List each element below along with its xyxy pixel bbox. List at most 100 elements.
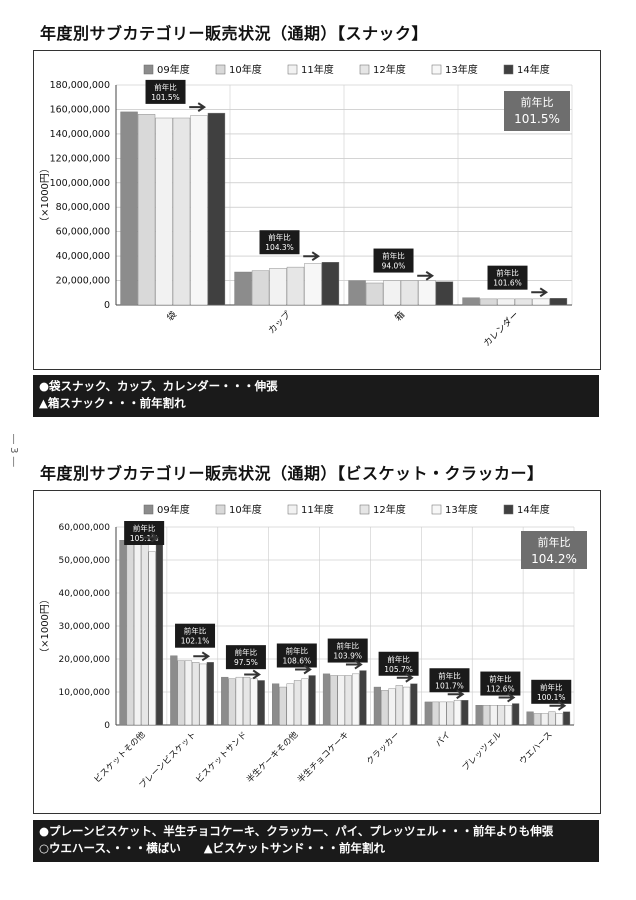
chart2-bar xyxy=(475,704,483,726)
chart1-legend-swatch xyxy=(215,64,226,75)
chart1-y-tick-label: 140,000,000 xyxy=(50,129,110,140)
chart1-bar xyxy=(514,298,533,306)
chart1-yoy-value: 101.6% xyxy=(493,279,522,288)
chart2-bar xyxy=(512,703,520,726)
chart1-total-yoy-value: 101.5% xyxy=(514,112,560,126)
chart1-bar xyxy=(365,282,384,306)
chart2-svg: 0 10,000,000 20,000,000 30,000,000 40,000,00… xyxy=(39,503,587,791)
chart2-bar xyxy=(272,683,280,726)
chart1-bar xyxy=(251,270,270,306)
chart1-bar xyxy=(120,111,138,306)
chart2-yoy-value: 112.6% xyxy=(486,685,515,694)
chart2-bar xyxy=(490,704,498,726)
chart2-bar xyxy=(337,675,345,726)
chart1-yoy-label: 前年比 xyxy=(382,251,405,261)
chart2-yoy-value: 102.1% xyxy=(181,637,210,646)
chart1-trend-arrow xyxy=(303,251,321,262)
chart2-bar xyxy=(228,678,236,726)
chart2-legend-swatch xyxy=(287,504,298,515)
chart1-bar xyxy=(479,298,498,306)
chart2-bar xyxy=(526,711,534,726)
chart1-y-tick-label: 80,000,000 xyxy=(56,202,110,213)
chart2-y-tick-label: 40,000,000 xyxy=(58,589,110,599)
chart2-bar xyxy=(235,676,243,726)
chart2-category-label: ビスケットサンド xyxy=(194,730,249,785)
chart2-y-tick-label: 0 xyxy=(104,721,110,731)
chart2-yoy-box xyxy=(225,645,266,670)
chart1-y-axis-label: （×1000円） xyxy=(39,163,51,227)
chart1-title: 年度別サブカテゴリー販売状況（通期）【スナック】 xyxy=(40,24,429,43)
chart1-bar xyxy=(418,280,436,306)
chart2-category-label: 半生ケーキその他 xyxy=(244,729,300,785)
chart1-trend-arrow xyxy=(531,287,549,298)
chart1-bar xyxy=(348,280,366,306)
chart1-y-tick-label: 180,000,000 xyxy=(50,80,110,91)
chart2-bar xyxy=(184,660,193,726)
chart1-y-tick-label: 120,000,000 xyxy=(50,153,110,164)
chart2-trend-arrow xyxy=(142,532,160,543)
chart2-category-label: クラッカー xyxy=(365,730,402,767)
chart1-yoy-value: 104.3% xyxy=(265,243,294,252)
chart2-bar xyxy=(119,540,127,726)
chart1-note-1: ●袋スナック、カップ、カレンダー・・・伸張 xyxy=(39,379,278,393)
chart2-category-label: ビスケットその他 xyxy=(92,729,148,785)
chart2-trend-arrow xyxy=(244,669,261,680)
chart1-bar xyxy=(137,114,156,306)
chart2-bar xyxy=(453,700,462,726)
chart2-yoy-value: 105.7% xyxy=(384,665,413,674)
chart2-bar xyxy=(279,686,287,726)
chart2-bar xyxy=(257,680,265,726)
chart1-frame: 0 20,000,000 40,000,000 60,000,000 80,000,00… xyxy=(33,50,601,370)
chart2-title: 年度別サブカテゴリー販売状況（通期）【ビスケット・クラッカー】 xyxy=(40,464,544,483)
chart2-bar xyxy=(431,701,440,726)
chart2-y-tick-label: 30,000,000 xyxy=(58,622,110,632)
chart2-yoy-box xyxy=(327,638,368,663)
chart2-note-1: ●プレーンビスケット、半生チョコケーキ、クラッカー、パイ、プレッツェル・・・前年… xyxy=(39,824,554,838)
chart1-bar xyxy=(304,263,322,306)
chart2-yoy-box xyxy=(378,651,419,676)
chart1-yoy-value: 94.0% xyxy=(382,262,406,271)
chart1-legend-swatch xyxy=(143,64,154,75)
chart1-legend-label: 12年度 xyxy=(373,63,406,76)
chart2-bar xyxy=(373,686,382,726)
chart2-bar xyxy=(388,688,396,726)
chart2-yoy-label: 前年比 xyxy=(336,641,359,651)
chart2-category-label: 半生チョコケーキ xyxy=(295,729,351,785)
chart1-bar xyxy=(462,297,480,306)
chart2-yoy-box xyxy=(124,521,165,545)
chart2-trend-arrow xyxy=(295,664,312,675)
chart1-legend-label: 11年度 xyxy=(301,63,334,76)
chart2-legend-label: 14年度 xyxy=(517,503,550,516)
chart1-yoy-box xyxy=(487,265,528,290)
chart2-legend-label: 13年度 xyxy=(445,503,478,516)
chart1-legend-swatch xyxy=(431,64,442,75)
chart2-y-tick-label: 60,000,000 xyxy=(58,523,110,533)
chart2-bar xyxy=(126,540,134,726)
chart2-legend-label: 11年度 xyxy=(301,503,334,516)
chart2-legend-label: 10年度 xyxy=(229,503,262,516)
chart2-trend-arrow xyxy=(345,659,363,670)
chart2-bar xyxy=(250,678,258,726)
chart2-y-axis-label: （×1000円） xyxy=(39,594,51,658)
chart2-legend-swatch xyxy=(431,504,442,515)
chart2-bar xyxy=(221,676,229,726)
chart2-bar xyxy=(206,662,214,726)
chart2-category-label: パイ xyxy=(434,730,453,749)
chart2-trend-arrow xyxy=(549,700,567,711)
chart2-yoy-label: 前年比 xyxy=(387,654,410,664)
chart1-yoy-label: 前年比 xyxy=(154,82,177,92)
chart2-bar xyxy=(555,713,563,726)
chart2-category-label: プレッツェル xyxy=(461,730,504,773)
chart1-notes: ●袋スナック、カップ、カレンダー・・・伸張 ▲箱スナック・・・前年割れ xyxy=(33,375,599,417)
chart2-bar xyxy=(439,701,447,726)
chart2-bar xyxy=(482,704,491,726)
chart2-yoy-label: 前年比 xyxy=(133,523,156,533)
chart2-yoy-box xyxy=(531,679,572,704)
chart2-legend-swatch xyxy=(359,504,370,515)
chart1-bar xyxy=(532,298,550,306)
chart2-bar xyxy=(133,541,142,726)
chart1-bar xyxy=(190,115,208,306)
chart2-total-yoy-value: 104.2% xyxy=(531,552,577,566)
chart2-bar xyxy=(322,673,331,726)
chart2-notes: ●プレーンビスケット、半生チョコケーキ、クラッカー、パイ、プレッツェル・・・前年… xyxy=(33,820,599,862)
